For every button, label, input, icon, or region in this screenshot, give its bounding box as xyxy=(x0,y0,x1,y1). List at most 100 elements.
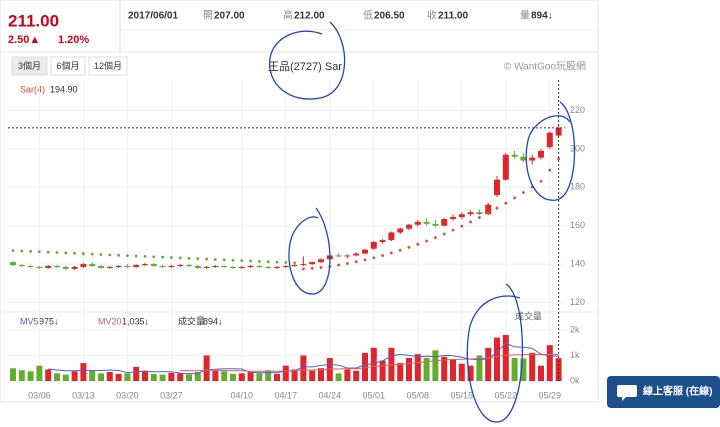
sar-dot xyxy=(354,260,358,264)
candle-body xyxy=(247,265,254,267)
candle-body xyxy=(388,232,395,241)
sar-dot xyxy=(495,206,499,210)
volume-bar xyxy=(282,365,289,381)
tab-label[interactable]: 3個月 xyxy=(18,60,41,71)
mv5-legend: MV5 xyxy=(20,316,39,326)
chat-button[interactable]: 線上客服 (在線) xyxy=(607,376,720,408)
volume-bar xyxy=(494,337,500,381)
sar-dot xyxy=(196,257,200,261)
y-tick-label: 220 xyxy=(570,105,585,115)
sar-dot xyxy=(346,262,349,265)
sar-dot xyxy=(126,254,129,258)
candle-body xyxy=(520,156,527,161)
volume-bar xyxy=(450,359,456,381)
sar-dot xyxy=(460,224,464,228)
sar-dot xyxy=(275,260,279,264)
sar-dot xyxy=(522,191,525,194)
volume-bar xyxy=(106,372,113,381)
volume-bar xyxy=(168,372,175,381)
chat-label[interactable]: 線上客服 (在線) xyxy=(643,385,712,398)
watermark: © WantGoo玩股網 xyxy=(504,60,586,73)
candle-body xyxy=(335,255,342,257)
sar-dot xyxy=(117,253,120,257)
tab[interactable] xyxy=(88,56,128,76)
sar-dot xyxy=(231,258,235,262)
y-tick-label: 2k xyxy=(570,324,580,334)
sar-dot xyxy=(222,258,226,262)
tab-label[interactable]: 6個月 xyxy=(56,60,79,71)
volume-bar xyxy=(238,373,245,381)
tab[interactable] xyxy=(11,56,48,76)
low: 206.50 xyxy=(374,11,405,22)
volume-last: 894↓ xyxy=(203,316,223,326)
sar-dot xyxy=(214,258,217,261)
sar-dot xyxy=(90,252,94,256)
candle-body xyxy=(423,221,430,224)
volume-bar xyxy=(10,368,16,381)
candle-body xyxy=(10,262,16,266)
sar-dot xyxy=(381,254,384,257)
tab-label[interactable]: 12個月 xyxy=(94,60,122,71)
volume-bar xyxy=(265,370,272,381)
circle-annotation xyxy=(268,21,346,100)
volume-bar xyxy=(432,350,439,381)
sar-dot xyxy=(249,259,253,263)
sar-dot xyxy=(108,253,112,257)
sar-dot xyxy=(134,254,138,258)
candle-body xyxy=(45,265,52,268)
sar-dot xyxy=(557,157,560,161)
candle-body xyxy=(476,212,483,215)
candle-body xyxy=(432,223,439,226)
candle-body xyxy=(274,266,280,268)
candle-body xyxy=(54,265,60,267)
candle-body xyxy=(318,259,324,263)
volume-bar xyxy=(529,352,536,381)
candle-body xyxy=(511,154,518,157)
candle-body xyxy=(291,265,298,267)
volume-bar xyxy=(150,373,157,381)
candle-body xyxy=(502,154,509,180)
volume-bar xyxy=(353,370,360,381)
x-tick-label: 04/17 xyxy=(275,390,298,400)
volume-bar xyxy=(36,365,43,381)
x-tick-label: 03/27 xyxy=(160,390,183,400)
candle-body xyxy=(344,255,351,257)
x-tick-label: 03/13 xyxy=(72,390,95,400)
chart-title: 王品(2727) Sar xyxy=(268,60,342,73)
volume-bar xyxy=(45,369,52,381)
candle-body xyxy=(186,265,192,267)
candle-body xyxy=(414,221,421,225)
chat-button-bg[interactable] xyxy=(607,376,720,408)
tab[interactable] xyxy=(50,56,86,76)
circle-annotation xyxy=(525,101,576,201)
candle-body xyxy=(71,266,78,269)
sar-legend: Sar(4) xyxy=(20,84,45,94)
volume-legend: 成交量 xyxy=(178,315,205,326)
volume-bar xyxy=(274,373,280,381)
volume-bar xyxy=(502,335,509,381)
candle-body xyxy=(362,249,368,254)
sar-dot xyxy=(161,255,165,259)
sar-dot xyxy=(434,236,437,240)
sar-dot xyxy=(240,259,244,263)
chat-icon[interactable] xyxy=(617,385,637,401)
sar-dot xyxy=(363,258,367,262)
volume-bar xyxy=(538,365,544,381)
candle-body xyxy=(238,266,245,268)
volume-bar xyxy=(300,355,307,381)
sar-dot xyxy=(442,232,446,236)
volume-bar xyxy=(309,370,316,381)
y-tick-label: 160 xyxy=(570,220,585,230)
y-tick-label: 120 xyxy=(570,297,585,307)
x-tick-label: 05/15 xyxy=(451,390,474,400)
sar-dot xyxy=(390,251,393,255)
candle-body xyxy=(133,265,140,267)
volume-bar xyxy=(256,373,263,381)
sar-dot xyxy=(29,250,32,253)
sar-dot xyxy=(284,261,288,264)
open: 207.00 xyxy=(214,11,245,22)
sar-dot xyxy=(302,267,305,271)
candle-body xyxy=(529,157,536,161)
x-tick-label: 05/29 xyxy=(539,390,562,400)
sar-dot xyxy=(258,259,261,263)
